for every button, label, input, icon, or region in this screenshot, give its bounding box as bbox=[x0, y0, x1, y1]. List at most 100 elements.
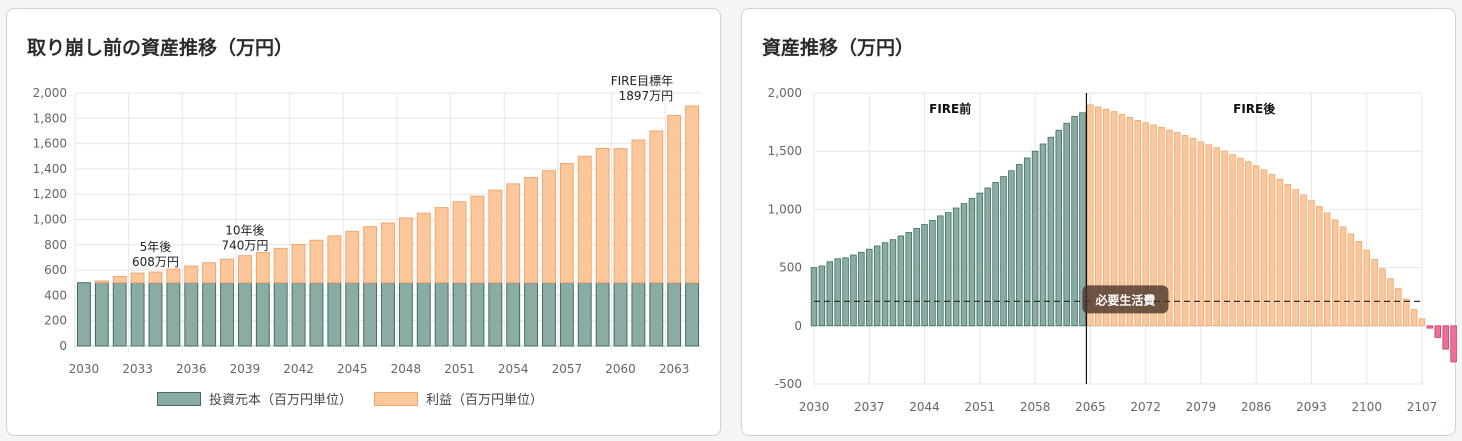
legend-swatch-profit bbox=[374, 391, 419, 406]
bar-before-fire bbox=[976, 192, 984, 327]
bar-after-fire bbox=[1205, 144, 1213, 327]
legend-item-principal[interactable]: 投資元本（百万円単位） bbox=[157, 389, 352, 408]
chart-title: 資産推移（万円） bbox=[762, 37, 915, 59]
y-tick-label: 1,400 bbox=[33, 162, 67, 176]
y-tick-label: 1,000 bbox=[33, 213, 67, 227]
x-tick-label: 2048 bbox=[391, 362, 422, 376]
bar-after-fire bbox=[1292, 189, 1299, 327]
bar-profit bbox=[112, 275, 127, 284]
bar-after-fire bbox=[1410, 309, 1418, 327]
bar-negative bbox=[1426, 325, 1434, 329]
legend-item-profit[interactable]: 利益（百万円単位） bbox=[374, 389, 543, 408]
bar-before-fire bbox=[889, 239, 897, 327]
bar-negative bbox=[1450, 325, 1457, 363]
x-tick-label: 2030 bbox=[799, 400, 830, 414]
bar-after-fire bbox=[1300, 194, 1307, 327]
bar-before-fire bbox=[873, 245, 881, 327]
bar-after-fire bbox=[1379, 268, 1386, 327]
bar-principal bbox=[434, 282, 449, 347]
bar-profit bbox=[488, 189, 503, 284]
bar-before-fire bbox=[1039, 143, 1047, 327]
phase-label-after: FIRE後 bbox=[1233, 101, 1276, 116]
bar-principal bbox=[309, 282, 324, 347]
bar-after-fire bbox=[1308, 200, 1315, 327]
bar-before-fire bbox=[1063, 122, 1070, 327]
bar-profit bbox=[524, 177, 539, 284]
bar-after-fire bbox=[1331, 219, 1339, 327]
bar-after-fire bbox=[1395, 288, 1402, 327]
bar-principal bbox=[398, 282, 413, 347]
bar-profit bbox=[309, 239, 324, 284]
x-tick-label: 2033 bbox=[122, 362, 153, 376]
bar-profit bbox=[184, 265, 199, 284]
bar-after-fire bbox=[1166, 129, 1173, 327]
x-tick-label: 2060 bbox=[605, 362, 636, 376]
bar-principal bbox=[452, 282, 467, 347]
bar-before-fire bbox=[850, 254, 857, 327]
y-tick-label: 2,000 bbox=[768, 86, 802, 100]
bar-profit bbox=[273, 247, 288, 284]
bar-before-fire bbox=[1000, 176, 1007, 327]
bar-before-fire bbox=[897, 235, 905, 327]
bar-after-fire bbox=[1237, 157, 1244, 327]
x-tick-label: 2107 bbox=[1407, 400, 1438, 414]
bar-after-fire bbox=[1110, 111, 1118, 327]
bar-before-fire bbox=[984, 187, 991, 327]
bar-after-fire bbox=[1324, 212, 1331, 327]
bar-profit bbox=[613, 148, 628, 284]
bar-after-fire bbox=[1371, 259, 1378, 327]
bar-principal bbox=[237, 282, 252, 347]
bar-before-fire bbox=[952, 207, 960, 327]
bar-after-fire bbox=[1402, 298, 1410, 327]
bar-principal bbox=[613, 282, 628, 347]
x-tick-label: 2036 bbox=[176, 362, 207, 376]
x-tick-label: 2045 bbox=[337, 362, 368, 376]
chart-title: 取り崩し前の資産推移（万円） bbox=[27, 37, 294, 59]
bar-profit bbox=[542, 170, 556, 284]
bar-principal bbox=[577, 282, 592, 347]
phase-label-before: FIRE前 bbox=[929, 101, 971, 116]
bar-before-fire bbox=[992, 181, 999, 327]
bar-after-fire bbox=[1126, 117, 1134, 327]
bar-profit bbox=[416, 212, 431, 284]
bar-profit bbox=[202, 262, 217, 284]
x-tick-label: 2054 bbox=[498, 362, 529, 376]
chart-legend: 投資元本（百万円単位） 利益（百万円単位） bbox=[157, 389, 543, 408]
bar-before-fire bbox=[1079, 112, 1086, 327]
x-tick-label: 2044 bbox=[909, 400, 940, 414]
bar-before-fire bbox=[1071, 115, 1078, 327]
bar-principal bbox=[559, 282, 574, 347]
bar-principal bbox=[685, 282, 699, 347]
bar-profit bbox=[345, 230, 360, 284]
x-tick-label: 2039 bbox=[230, 362, 261, 376]
bar-profit bbox=[237, 255, 252, 284]
bar-after-fire bbox=[1252, 165, 1260, 327]
bar-principal bbox=[184, 282, 199, 347]
x-tick-label: 2037 bbox=[854, 400, 885, 414]
bar-profit bbox=[434, 207, 449, 284]
bar-annotation: 1897万円 bbox=[619, 89, 674, 103]
bar-before-fire bbox=[881, 242, 889, 327]
bar-after-fire bbox=[1268, 174, 1276, 327]
x-tick-label: 2063 bbox=[659, 362, 690, 376]
bar-principal bbox=[94, 282, 109, 347]
x-tick-label: 2079 bbox=[1186, 400, 1217, 414]
bar-after-fire bbox=[1418, 318, 1426, 327]
bar-profit bbox=[685, 105, 699, 284]
bar-profit bbox=[327, 235, 342, 284]
x-tick-label: 2100 bbox=[1351, 400, 1382, 414]
bar-after-fire bbox=[1134, 119, 1141, 327]
bar-before-fire bbox=[929, 219, 936, 327]
bar-profit bbox=[595, 147, 610, 284]
x-tick-label: 2057 bbox=[552, 362, 583, 376]
bar-after-fire bbox=[1142, 122, 1149, 327]
bar-profit bbox=[649, 130, 664, 284]
bar-after-fire bbox=[1087, 104, 1094, 327]
x-tick-label: 2086 bbox=[1241, 400, 1272, 414]
bar-after-fire bbox=[1095, 106, 1102, 327]
bar-negative bbox=[1442, 325, 1449, 350]
bar-profit bbox=[148, 271, 163, 284]
bar-before-fire bbox=[968, 198, 976, 327]
bar-principal bbox=[363, 282, 378, 347]
bar-before-fire bbox=[1023, 157, 1031, 327]
